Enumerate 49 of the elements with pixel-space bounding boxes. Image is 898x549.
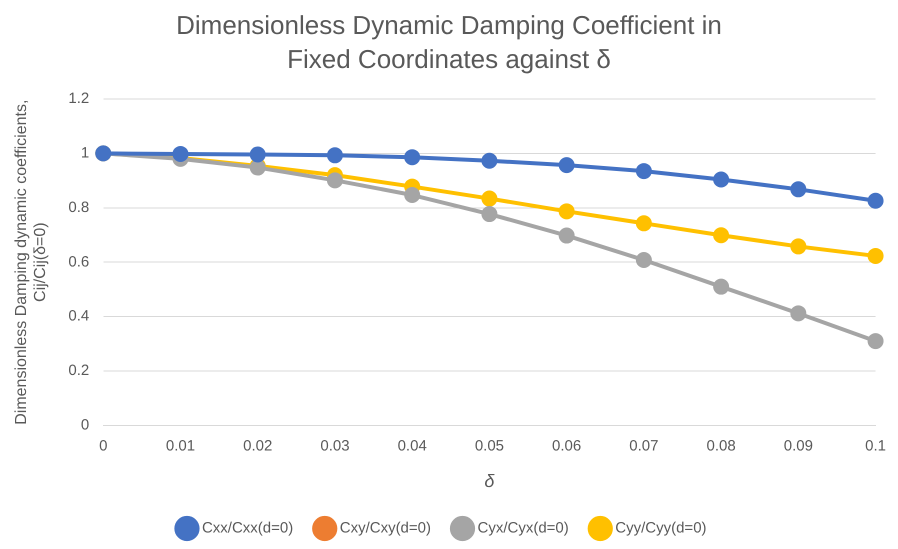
y-tick-label: 0.2 [68,362,90,380]
point [326,172,343,188]
y-tick-label: 0.4 [68,308,90,325]
x-tick-label: 0.03 [320,438,350,455]
y-tick-label: 1.2 [68,90,90,108]
x-tick-label: 0.08 [706,438,736,455]
point [481,190,498,207]
point [326,147,343,164]
point [868,333,884,350]
point [868,248,884,264]
y-tick-label: 1 [80,144,90,162]
point [636,252,652,268]
point [713,278,730,295]
legend-label: Cyy/Cyy(d=0) [615,520,707,537]
x-tick-label: 0.04 [398,438,427,455]
point [636,163,652,180]
x-tick-label: 0 [99,438,108,455]
point [790,181,806,198]
x-axis-title: δ [484,471,496,492]
point [250,146,266,162]
point [172,146,188,162]
x-tick-label: 0.05 [474,438,504,455]
x-tick-label: 0.1 [865,438,886,455]
legend-label: Cyx/Cyx(d=0) [478,520,569,537]
point [558,228,575,244]
x-tick-label: 0.01 [166,438,196,455]
point [481,152,498,169]
y-tick-label: 0.6 [68,253,90,270]
point [558,203,575,220]
legend-label: Cxx/Cxx(d=0) [202,520,294,537]
y-tick-label: 0.8 [68,198,90,216]
point [558,157,575,174]
y-tick-label: 0 [80,416,90,434]
y-axis-title: Dimensionless Damping dynamic coefficients, Cij/Cij(δ=0) [13,100,50,425]
point [868,192,884,209]
x-tick-label: 0.06 [552,438,582,455]
x-tick-label: 0.07 [629,438,658,455]
x-tick-label: 0.09 [784,438,813,455]
point [713,172,730,188]
point [636,215,652,232]
point [790,305,806,322]
x-tick-label: 0.02 [243,438,272,455]
point [481,206,498,222]
chart-title: Dimensionless Dynamic Damping Coefficient in Fixed Coordinates against δ [175,9,723,76]
point [713,227,730,244]
point [404,149,420,166]
point [404,187,420,204]
legend-label: Cxy/Cxy(d=0) [340,520,432,537]
point [790,238,806,254]
